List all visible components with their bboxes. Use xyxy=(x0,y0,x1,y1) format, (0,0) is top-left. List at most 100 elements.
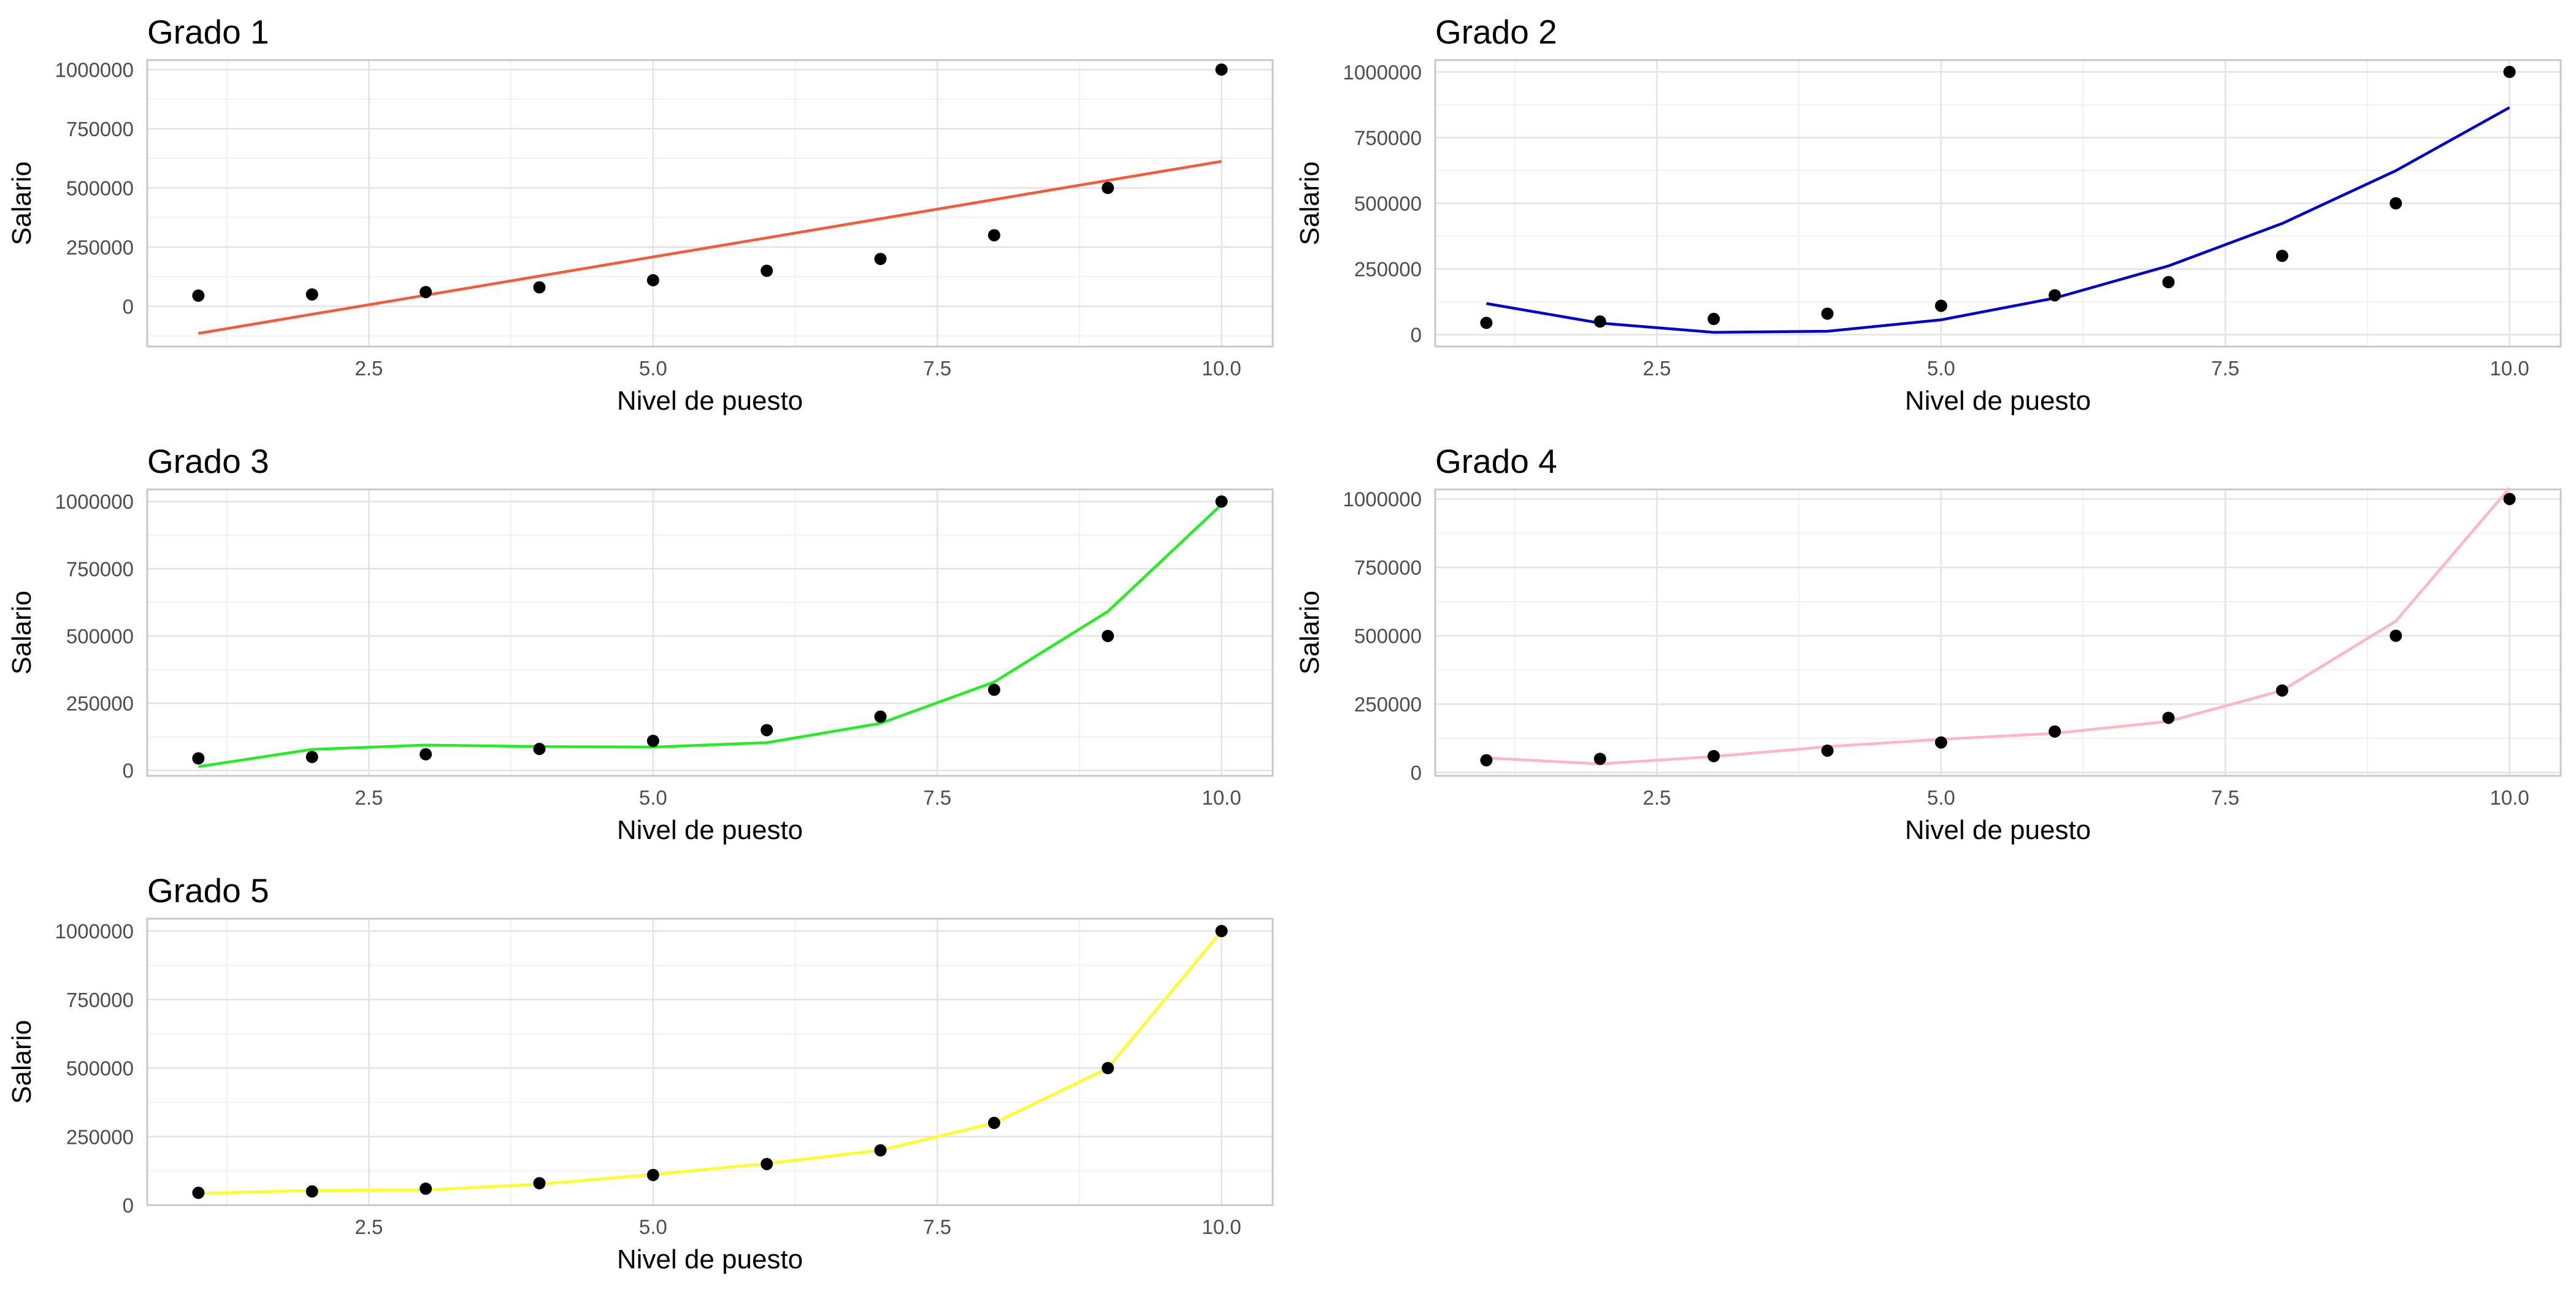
x-tick-label: 5.0 xyxy=(639,357,667,380)
fit-line xyxy=(1486,106,2510,334)
y-tick-label: 750000 xyxy=(1354,556,1422,579)
panel-border xyxy=(146,488,1274,777)
panel-border xyxy=(146,917,1274,1206)
chart-panel-3: Grado 3 0 250000 500000 750000 1000000 2.5 5.0 7… xyxy=(7,442,1274,845)
data-point xyxy=(305,751,318,764)
y-tick-label: 750000 xyxy=(66,557,134,580)
data-point xyxy=(987,683,1000,696)
x-tick-label: 5.0 xyxy=(1927,786,1955,809)
y-tick-label: 750000 xyxy=(1354,126,1422,149)
data-point xyxy=(2390,629,2402,642)
data-point xyxy=(192,289,205,302)
y-tick-label: 500000 xyxy=(1354,625,1422,648)
data-point xyxy=(1708,749,1720,762)
data-point xyxy=(987,1116,1000,1129)
x-axis-label: Nivel de puesto xyxy=(617,386,803,416)
data-point xyxy=(1102,1062,1114,1075)
data-point xyxy=(987,229,1000,242)
data-point xyxy=(305,288,318,301)
y-axis-label: Salario xyxy=(7,591,37,675)
chart-title: Grado 1 xyxy=(147,13,269,51)
x-tick-label: 10.0 xyxy=(1202,357,1241,380)
y-tick-label: 0 xyxy=(1411,324,1422,347)
panel-border xyxy=(1434,59,2562,348)
y-tick-label: 500000 xyxy=(66,177,134,199)
data-point xyxy=(420,748,432,760)
data-point xyxy=(1934,299,1947,312)
data-point xyxy=(2049,289,2061,302)
data-point xyxy=(761,724,773,737)
y-tick-label: 0 xyxy=(1411,762,1422,784)
data-point xyxy=(1934,736,1947,749)
data-point xyxy=(2503,66,2516,79)
data-point xyxy=(761,1157,773,1170)
panel-border xyxy=(1434,488,2562,777)
data-point xyxy=(533,281,546,294)
data-point xyxy=(646,274,659,286)
x-axis-label: Nivel de puesto xyxy=(1905,815,2091,845)
fit-line xyxy=(198,159,1222,335)
x-tick-label: 5.0 xyxy=(639,786,667,809)
data-point xyxy=(1215,925,1228,938)
data-point xyxy=(2390,197,2402,210)
data-point xyxy=(1593,315,1606,328)
data-point xyxy=(533,743,546,756)
y-tick-label: 1000000 xyxy=(55,58,134,81)
chart-panel-1: Grado 1 0 250000 500000 750000 1000000 2.5 5.0 7… xyxy=(7,13,1274,416)
data-point xyxy=(192,752,205,765)
x-tick-label: 10.0 xyxy=(1202,1216,1241,1238)
chart-title: Grado 2 xyxy=(1435,13,1557,51)
data-point xyxy=(2162,276,2175,289)
chart-title: Grado 4 xyxy=(1435,442,1557,480)
x-tick-label: 10.0 xyxy=(2490,357,2529,380)
y-tick-label: 250000 xyxy=(66,1125,134,1148)
data-point xyxy=(1215,495,1228,508)
data-point xyxy=(1480,316,1493,329)
data-point xyxy=(192,1186,205,1199)
y-axis-label: Salario xyxy=(7,1020,37,1104)
y-axis-label: Salario xyxy=(7,161,37,245)
y-tick-label: 1000000 xyxy=(55,920,134,943)
y-tick-label: 1000000 xyxy=(1343,61,1422,83)
x-axis-label: Nivel de puesto xyxy=(1905,386,2091,416)
x-tick-label: 5.0 xyxy=(1927,357,1955,380)
data-point xyxy=(2275,250,2288,262)
y-tick-label: 250000 xyxy=(1354,258,1422,281)
data-point xyxy=(420,1182,432,1195)
x-tick-label: 10.0 xyxy=(2490,786,2529,809)
y-tick-label: 250000 xyxy=(1354,693,1422,716)
data-point xyxy=(1708,313,1720,326)
x-tick-label: 2.5 xyxy=(1643,357,1671,380)
data-point xyxy=(1102,182,1114,194)
chart-panel-5: Grado 5 0 250000 500000 750000 1000000 2.5 5.0 7… xyxy=(7,872,1274,1274)
y-tick-label: 0 xyxy=(123,759,134,782)
y-tick-label: 1000000 xyxy=(55,491,134,513)
y-tick-label: 250000 xyxy=(66,692,134,715)
fit-line xyxy=(198,503,1223,768)
y-tick-label: 500000 xyxy=(66,1057,134,1080)
x-tick-label: 10.0 xyxy=(1202,786,1241,809)
y-axis-label: Salario xyxy=(1295,591,1325,675)
y-tick-label: 500000 xyxy=(66,625,134,648)
y-axis-label: Salario xyxy=(1295,161,1325,245)
x-tick-label: 7.5 xyxy=(923,786,951,809)
data-point xyxy=(646,734,659,747)
data-point xyxy=(2275,684,2288,697)
y-tick-label: 750000 xyxy=(66,118,134,140)
x-tick-label: 5.0 xyxy=(639,1216,667,1238)
y-tick-label: 250000 xyxy=(66,236,134,259)
data-point xyxy=(2503,492,2516,505)
fit-line xyxy=(198,930,1223,1195)
x-tick-label: 7.5 xyxy=(2211,357,2239,380)
data-point xyxy=(874,1144,887,1157)
data-point xyxy=(874,253,887,266)
y-tick-label: 0 xyxy=(123,295,134,318)
panel-border xyxy=(146,59,1274,348)
data-point xyxy=(1821,307,1834,320)
data-point xyxy=(874,710,887,723)
data-point xyxy=(646,1168,659,1181)
data-point xyxy=(1821,744,1834,757)
x-tick-label: 7.5 xyxy=(923,1216,951,1238)
